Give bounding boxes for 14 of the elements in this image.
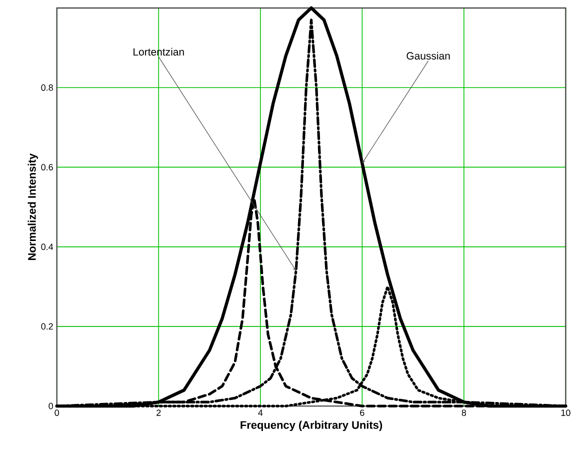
annotation: Gaussian (406, 52, 450, 60)
x-tick-label: 8 (462, 410, 466, 416)
x-tick-label: 4 (258, 410, 263, 416)
x-tick-label: 2 (156, 410, 161, 416)
y-axis-title: Normalized Intensity (28, 153, 38, 260)
y-tick-label: 0.8 (41, 84, 53, 91)
y-tick-label: 0.6 (41, 164, 53, 170)
x-tick-label: 10 (561, 410, 570, 416)
x-axis-title: Frequency (Arbitrary Units) (240, 420, 382, 432)
y-tick-label: 0.2 (41, 323, 53, 330)
x-tick-label: 0 (54, 410, 60, 416)
y-tick-label: 0 (48, 402, 53, 410)
y-tick-label: 0.4 (41, 244, 54, 250)
x-tick-label: 6 (360, 410, 364, 416)
